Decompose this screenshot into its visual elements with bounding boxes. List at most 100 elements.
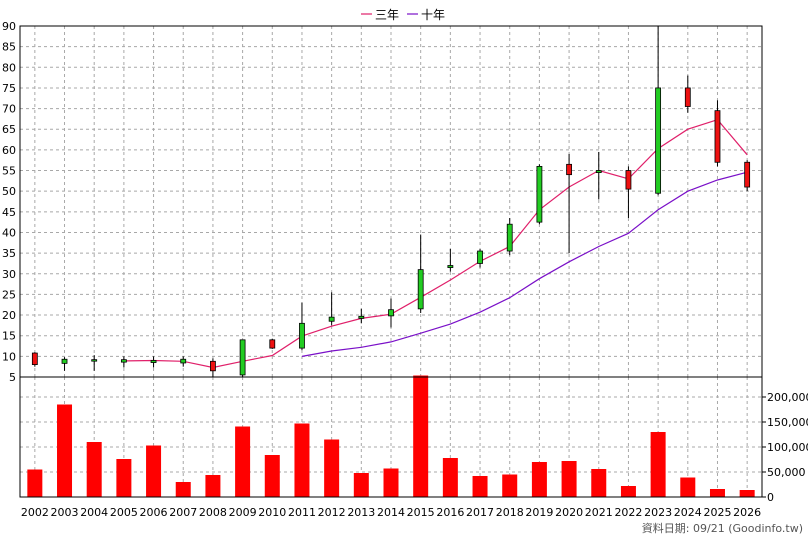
x-tick-label: 2012 (318, 506, 346, 519)
price-tick-label: 60 (2, 144, 16, 157)
price-tick-label: 35 (2, 247, 16, 260)
x-tick-label: 2003 (51, 506, 79, 519)
price-axis-labels: 5 10 15 20 25 30 35 40 45 50 55 60 65 70 75 80 85 90 (2, 20, 16, 384)
price-tick-label: 85 (2, 41, 16, 54)
volume-bar (235, 426, 251, 497)
candles (31, 26, 751, 377)
price-tick-label: 80 (2, 61, 16, 74)
volume-bar (175, 482, 191, 497)
x-tick-label: 2026 (733, 506, 761, 519)
price-tick-label: 30 (2, 268, 16, 281)
volume-bar (86, 442, 102, 497)
candle-body (120, 359, 127, 363)
volume-bar (561, 461, 577, 497)
candle-body (536, 165, 543, 223)
ma-3y-line (123, 119, 748, 369)
legend-label-3y: 三年 (375, 8, 399, 22)
price-tick-label: 15 (2, 330, 16, 343)
candle-body (595, 170, 602, 173)
candle-body (744, 161, 751, 188)
volume-bar (620, 486, 636, 497)
candle-body (150, 360, 157, 363)
x-tick-label: 2019 (525, 506, 553, 519)
volume-bars (27, 375, 755, 497)
x-tick-label: 2006 (140, 506, 168, 519)
volume-bar (264, 455, 280, 497)
x-tick-label: 2021 (585, 506, 613, 519)
x-tick-label: 2013 (347, 506, 375, 519)
volume-tick-label: 50,000 (767, 466, 806, 479)
price-tick-label: 55 (2, 165, 16, 178)
price-tick-label: 75 (2, 82, 16, 95)
price-tick-label: 10 (2, 350, 16, 363)
volume-bar (294, 423, 310, 497)
x-tick-label: 2010 (258, 506, 286, 519)
x-tick-label: 2002 (21, 506, 49, 519)
candle-body (91, 359, 98, 362)
x-tick-label: 2008 (199, 506, 227, 519)
candle-body (655, 87, 662, 194)
price-tick-label: 50 (2, 185, 16, 198)
candle-body (358, 315, 365, 319)
candle-body (506, 223, 513, 252)
x-tick-label: 2023 (644, 506, 672, 519)
x-tick-label: 2014 (377, 506, 405, 519)
x-tick-label: 2017 (466, 506, 494, 519)
x-tick-label: 2022 (614, 506, 642, 519)
candle-body (239, 339, 246, 376)
volume-bar (531, 462, 547, 497)
volume-bar (442, 458, 458, 497)
candle-body (31, 352, 38, 366)
volume-bar (27, 469, 43, 497)
candle-body (269, 339, 276, 349)
volume-tick-label: 100,000 (767, 441, 808, 454)
volume-bar (680, 477, 696, 497)
ma-10y-line (301, 171, 748, 357)
x-tick-label: 2020 (555, 506, 583, 519)
x-tick-label: 2016 (436, 506, 464, 519)
volume-bar (650, 432, 666, 497)
volume-bar (205, 475, 221, 497)
candle-body (180, 358, 187, 364)
price-tick-label: 25 (2, 288, 16, 301)
volume-bar (472, 476, 488, 497)
volume-panel-frame (19, 376, 763, 498)
volume-tick-label: 200,000 (767, 391, 808, 404)
candle-body (61, 358, 68, 364)
x-tick-label: 2015 (407, 506, 435, 519)
price-tick-label: 20 (2, 309, 16, 322)
candle-body (299, 322, 305, 349)
candle-body (210, 360, 216, 372)
candle-body (684, 87, 691, 107)
moving-average-lines (123, 119, 748, 369)
volume-axis-labels: 0 50,000 100,000 150,000 200,000 (767, 391, 808, 504)
x-tick-label: 2011 (288, 506, 316, 519)
candle-body (714, 110, 721, 163)
volume-bar (116, 459, 132, 497)
volume-bar (591, 469, 607, 497)
volume-bar (57, 404, 73, 497)
volume-bar (324, 439, 340, 497)
candle-body (417, 269, 424, 310)
x-tick-label: 2018 (496, 506, 524, 519)
price-tick-label: 40 (2, 226, 16, 239)
volume-tick-label: 0 (767, 491, 774, 504)
x-tick-label: 2004 (80, 506, 108, 519)
volume-bar (146, 445, 162, 497)
candle-body (566, 163, 572, 176)
legend: 三年 十年 (361, 8, 445, 22)
volume-bar (413, 375, 429, 497)
candle-body (447, 265, 454, 268)
x-tick-label: 2024 (674, 506, 702, 519)
x-tick-label: 2009 (229, 506, 257, 519)
volume-tick-label: 150,000 (767, 416, 808, 429)
volume-bar (383, 468, 399, 497)
price-tick-label: 65 (2, 123, 16, 136)
volume-bar (709, 489, 725, 497)
price-tick-label: 45 (2, 206, 16, 219)
x-tick-label: 2025 (703, 506, 731, 519)
candle-body (625, 170, 632, 190)
price-tick-label: 70 (2, 103, 16, 116)
x-tick-label: 2005 (110, 506, 138, 519)
